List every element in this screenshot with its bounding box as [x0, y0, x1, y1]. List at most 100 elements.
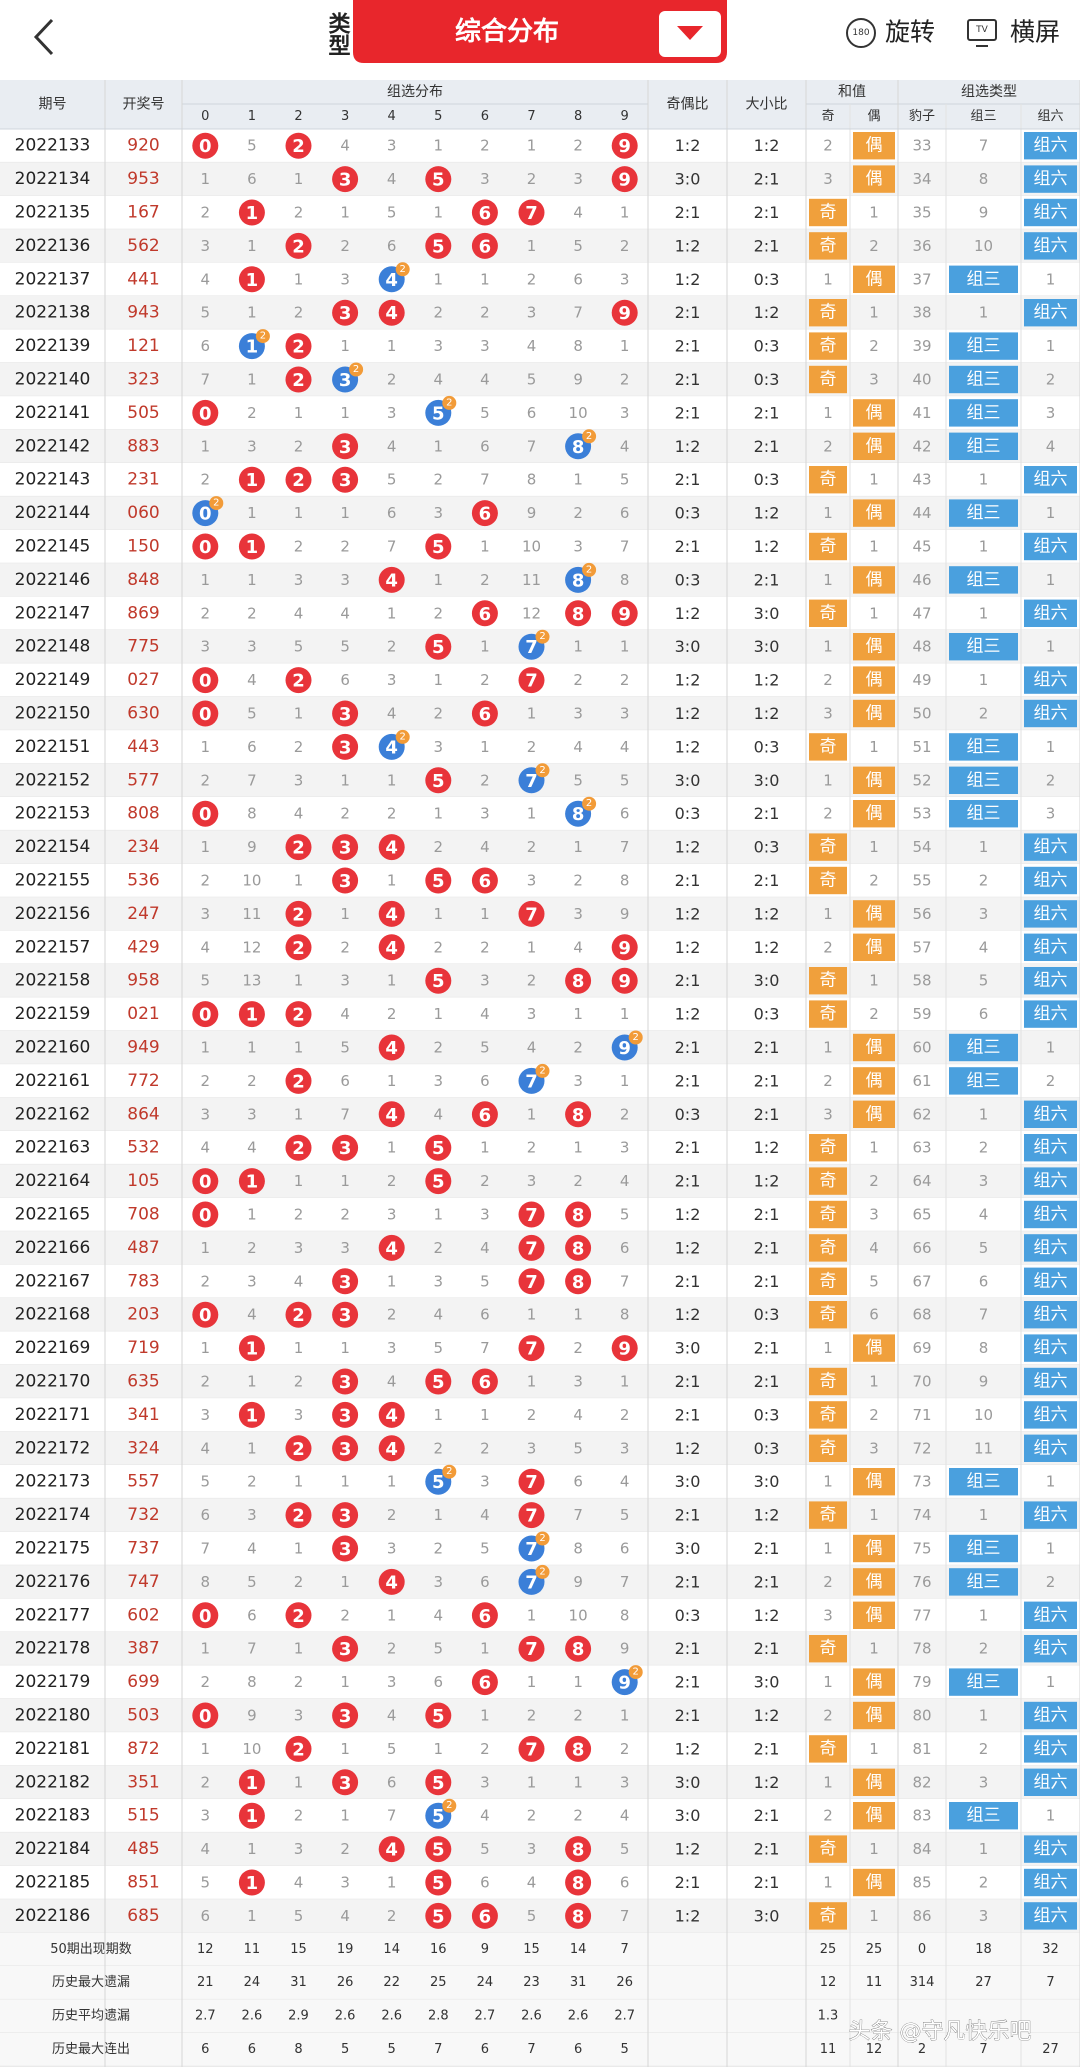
type-miss: 6	[979, 1005, 989, 1023]
footer-value: 27	[975, 1975, 992, 1990]
sum-parity: 偶	[866, 1572, 883, 1592]
odd-even-ratio: 1:2	[675, 737, 701, 756]
landscape-button[interactable]: 横屏	[1010, 18, 1060, 47]
type-miss: 2	[979, 1640, 989, 1658]
sum-parity: 奇	[820, 1438, 837, 1458]
miss-count: 6	[387, 1773, 397, 1791]
miss-count: 1	[294, 1640, 304, 1658]
sum-parity: 奇	[820, 1205, 837, 1225]
landscape-icon-label: TV	[975, 25, 988, 35]
type-miss: 61	[912, 1072, 931, 1090]
header-period: 期号	[39, 97, 67, 113]
footer-value: 2.6	[335, 2009, 356, 2024]
sum-parity: 奇	[820, 303, 837, 323]
miss-count: 2	[434, 705, 444, 723]
miss-count: 1	[294, 170, 304, 188]
miss-count: 4	[527, 1039, 537, 1057]
mode-button[interactable]	[353, 0, 727, 63]
header-digit: 7	[527, 109, 535, 124]
dup-count: 2	[633, 1667, 639, 1678]
miss-count: 3	[387, 1339, 397, 1357]
ball	[332, 867, 359, 894]
miss-count: 5	[480, 1840, 490, 1858]
period: 2022182	[15, 1772, 91, 1792]
miss-count: 1	[527, 1606, 537, 1624]
miss-count: 2	[294, 204, 304, 222]
period: 2022133	[15, 136, 91, 156]
miss-count: 3	[573, 170, 583, 188]
miss-count: 7	[201, 371, 211, 389]
type-miss: 1	[979, 671, 989, 689]
miss-count: 3	[434, 1573, 444, 1591]
group-type: 组三	[967, 1539, 1001, 1559]
miss-count: 3	[620, 1139, 630, 1157]
miss-count: 9	[573, 371, 583, 389]
type-miss: 3	[1046, 404, 1056, 422]
miss-count: 7	[387, 1807, 397, 1825]
ball	[332, 1502, 359, 1529]
rotate-button[interactable]: 旋转	[885, 18, 935, 47]
miss-count: 1	[201, 1339, 211, 1357]
ball	[471, 1902, 498, 1929]
miss-count: 1	[573, 638, 583, 656]
ball-digit: 3	[339, 838, 352, 859]
big-small-ratio: 3:0	[754, 604, 780, 623]
big-small-ratio: 0:3	[754, 370, 780, 389]
ball	[332, 433, 359, 460]
ball	[425, 1702, 452, 1729]
miss-count: 2	[480, 671, 490, 689]
miss-count: 11	[242, 905, 261, 923]
ball	[378, 299, 405, 326]
dup-badge	[535, 1531, 550, 1546]
period: 2022148	[15, 637, 91, 657]
ball	[238, 1869, 265, 1896]
winning-number: 775	[127, 637, 159, 657]
row-bg	[0, 1431, 1080, 1465]
miss-count: 1	[294, 504, 304, 522]
ball	[192, 132, 219, 159]
type-highlight	[1024, 1868, 1077, 1897]
miss-count: 5	[620, 1206, 630, 1224]
miss-count: 3	[480, 170, 490, 188]
type-miss: 2	[979, 1740, 989, 1758]
miss-count: 3	[527, 872, 537, 890]
sum-parity: 奇	[820, 1372, 837, 1392]
ball	[238, 199, 265, 226]
miss-count: 3	[387, 1540, 397, 1558]
ball-digit: 2	[292, 136, 305, 157]
winning-number: 602	[127, 1605, 159, 1625]
ball	[378, 934, 405, 961]
miss-count: 3	[387, 404, 397, 422]
ball	[425, 1168, 452, 1195]
type-highlight	[1024, 1234, 1077, 1262]
rotate-icon[interactable]	[846, 18, 876, 48]
miss-count: 2	[201, 471, 211, 489]
dup-count: 2	[213, 498, 219, 509]
landscape-icon[interactable]	[967, 19, 997, 41]
period: 2022153	[15, 804, 91, 824]
miss-count: 1	[340, 1473, 350, 1491]
winning-number: 808	[127, 804, 159, 824]
miss-count: 1	[340, 204, 350, 222]
miss-count: 6	[201, 1907, 211, 1925]
miss-count: 2	[573, 1172, 583, 1190]
group-type: 组三	[967, 737, 1001, 757]
miss-count: 2	[527, 1406, 537, 1424]
type-miss: 8	[979, 170, 989, 188]
miss-count: 4	[480, 371, 490, 389]
miss-count: 5	[340, 1039, 350, 1057]
miss-count: 3	[480, 1473, 490, 1491]
footer-value: 26	[337, 1975, 354, 1990]
dup-badge	[535, 763, 550, 778]
ball-digit: 3	[339, 1305, 352, 1326]
miss-count: 2	[201, 1673, 211, 1691]
back-button[interactable]	[33, 18, 54, 56]
type-miss: 54	[912, 838, 931, 856]
miss-count: 2	[573, 671, 583, 689]
miss-count: 3	[527, 1005, 537, 1023]
sum-highlight	[853, 1033, 895, 1062]
ball	[471, 500, 498, 527]
miss-count: 12	[522, 604, 541, 622]
miss-count: 1	[201, 738, 211, 756]
